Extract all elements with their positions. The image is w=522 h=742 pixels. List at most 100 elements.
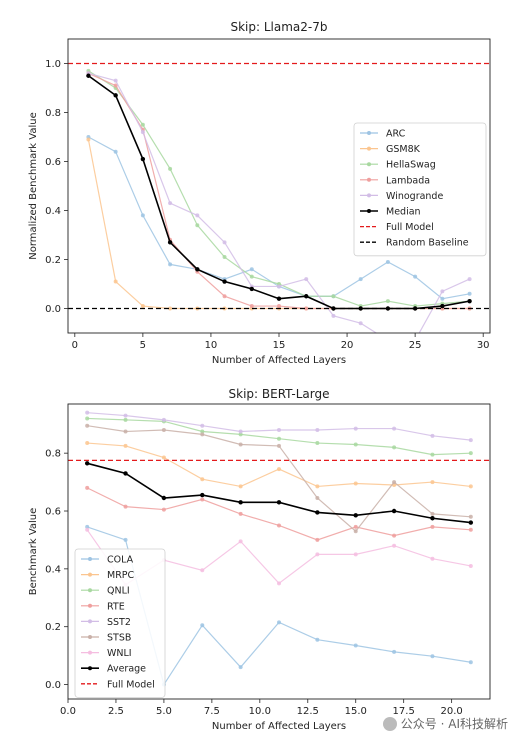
y-tick-label: 0.2 [45,622,61,633]
y-tick-label: 0.0 [45,680,61,691]
legend-box [74,548,166,698]
data-point-average [315,510,320,515]
data-point-rte [468,527,473,532]
data-point-stsb [123,429,128,434]
legend-label-full-model: Full Model [386,222,434,233]
data-point-median [195,267,200,272]
data-point-sst2 [277,428,281,433]
data-point-rte [123,504,128,509]
x-tick-label: 5.0 [156,706,172,717]
y-axis-label: Benchmark Value [28,508,39,596]
data-point-mrpc [430,480,435,485]
plot-frame [67,403,491,700]
watermark: 公众号 · AI科技解析 [382,715,508,732]
data-point-median [222,279,227,284]
data-point-rte [353,524,358,529]
data-point-sst2 [315,428,320,433]
legend-label-mrpc: MRPC [107,570,135,581]
data-point-mrpc [353,481,358,486]
series-line-mrpc [87,442,471,488]
legend-marker-average [88,666,92,671]
data-point-cola [277,620,281,625]
data-point-cola [200,623,205,628]
y-tick-label: 0.4 [45,564,61,575]
data-point-average [468,520,474,525]
legend-label-lambada: Lambada [386,175,430,186]
data-point-hellaswag [140,122,145,127]
data-point-rte [238,511,243,516]
y-tick-label: 0.0 [45,304,61,315]
x-tick-label: 0.0 [60,706,76,717]
data-point-hellaswag [331,294,336,299]
data-point-sst2 [468,438,473,443]
data-point-winogrande [358,321,363,326]
legend-label-hellaswag: HellaSwag [386,160,436,171]
y-tick-label: 1.0 [45,59,61,70]
plot-frame [67,38,491,334]
y-tick-label: 0.8 [45,449,61,460]
data-point-median [86,73,91,78]
data-point-mrpc [468,484,473,489]
data-point-mrpc [200,477,205,482]
data-point-sst2 [392,426,397,431]
legend-box [353,122,487,257]
data-point-arc [358,277,363,282]
data-point-lambada [222,294,227,299]
data-point-average [353,513,358,518]
data-point-winogrande [386,338,390,342]
data-point-average [84,461,90,466]
data-point-cola [85,524,90,529]
series-line-sst2 [87,412,471,441]
chart-title: Skip: Llama2-7b [230,20,327,34]
legend-label-average: Average [107,664,146,675]
data-point-arc [385,259,390,264]
data-point-qnli [353,442,358,447]
legend-marker-lambada [367,177,371,182]
data-point-mrpc [161,455,166,460]
data-point-arc [113,149,118,154]
x-tick-label: 20 [341,340,354,351]
wechat-icon [382,716,397,731]
data-point-wnli [277,581,281,586]
legend-label-rte: RTE [107,601,125,612]
data-point-stsb [353,529,358,534]
data-point-rte [315,537,320,542]
legend-marker-gsm8k [367,146,371,151]
data-point-qnli [430,452,435,457]
legend-label-random-baseline: Random Baseline [386,238,469,249]
legend-label-arc: ARC [386,129,406,140]
legend-marker-qnli [88,588,92,593]
legend-marker-hellaswag [367,162,371,167]
data-point-rte [392,533,397,538]
legend-marker-arc [367,131,371,135]
data-point-mrpc [277,467,281,472]
legend-marker-winogrande [367,193,371,198]
data-point-lambada [277,304,281,309]
data-point-cola [430,654,435,659]
data-point-median [167,240,173,245]
legend-marker-wnli [88,650,92,655]
legend-label-sst2: SST2 [107,617,131,628]
data-point-qnli [468,451,473,456]
x-tick-label: 10.0 [249,706,271,717]
data-point-stsb [392,480,397,485]
data-point-winogrande [304,277,309,282]
legend-label-qnli: QNLI [107,586,130,597]
data-point-qnli [277,436,281,441]
data-point-wnli [353,552,358,557]
watermark-text: 公众号 · AI科技解析 [400,717,508,731]
data-point-stsb [468,514,473,519]
data-point-winogrande [440,289,445,294]
data-point-wnli [430,556,435,561]
data-point-average [238,500,243,505]
legend-label-gsm8k: GSM8K [386,144,421,155]
data-point-hellaswag [249,274,254,279]
data-point-winogrande [277,284,281,289]
data-point-cola [238,665,243,670]
data-point-qnli [200,429,205,434]
data-point-rte [200,497,205,502]
legend-label-stsb: STSB [107,633,131,644]
x-tick-label: 30 [477,340,490,351]
legend-label-full-model: Full Model [107,679,155,690]
x-tick-label: 15 [273,340,286,351]
